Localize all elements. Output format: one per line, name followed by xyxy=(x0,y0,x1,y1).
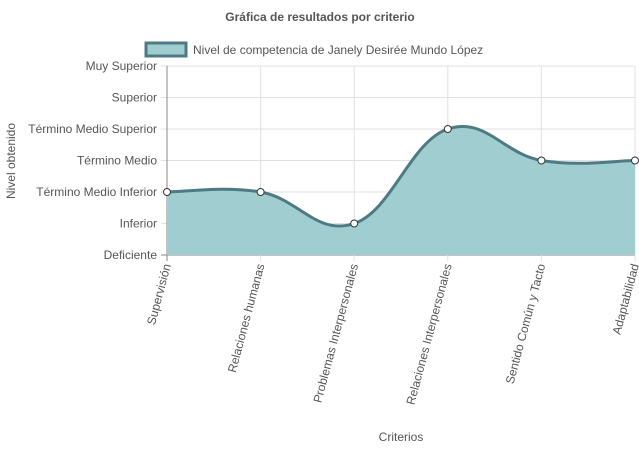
x-tick-label: Supervisión xyxy=(144,262,174,326)
x-tick-label: Sentido Común y Tacto xyxy=(503,262,549,386)
series-area xyxy=(167,126,635,255)
data-point[interactable] xyxy=(537,156,546,165)
plot-area xyxy=(163,125,639,255)
legend-swatch xyxy=(144,41,188,58)
x-tick-label: Adaptabilidad xyxy=(610,262,639,336)
data-point[interactable] xyxy=(163,188,171,196)
y-tick-label: Inferior xyxy=(120,217,157,231)
y-tick-label: Deficiente xyxy=(104,248,158,262)
y-tick-label: Muy Superior xyxy=(86,59,157,73)
data-point[interactable] xyxy=(631,156,639,165)
data-point[interactable] xyxy=(443,125,452,133)
legend[interactable]: Nivel de competencia de Janely Desirée M… xyxy=(144,41,483,58)
x-axis-ticks: Supervisión Relaciones humanas Problemas I… xyxy=(144,262,639,406)
x-tick-label: Relaciones humanas xyxy=(225,262,268,374)
y-tick-label: Término Medio xyxy=(77,154,157,168)
x-axis-label: Criterios xyxy=(379,430,424,444)
chart-title: Gráfica de resultados por criterio xyxy=(225,10,414,24)
y-axis-ticks: Deficiente Inferior Término Medio Inferior… xyxy=(28,59,157,262)
data-point[interactable] xyxy=(350,219,359,228)
data-point[interactable] xyxy=(256,188,265,196)
x-tick-label: Problemas Interpersonales xyxy=(310,262,361,404)
y-tick-label: Término Medio Superior xyxy=(28,122,157,136)
y-axis-label: Nivel obtenido xyxy=(4,123,18,199)
y-tick-label: Superior xyxy=(112,91,157,105)
y-tick-label: Término Medio Inferior xyxy=(36,185,157,199)
x-tick-label: Relaciones Interpersonales xyxy=(404,262,455,406)
legend-label: Nivel de competencia de Janely Desirée M… xyxy=(193,43,483,57)
